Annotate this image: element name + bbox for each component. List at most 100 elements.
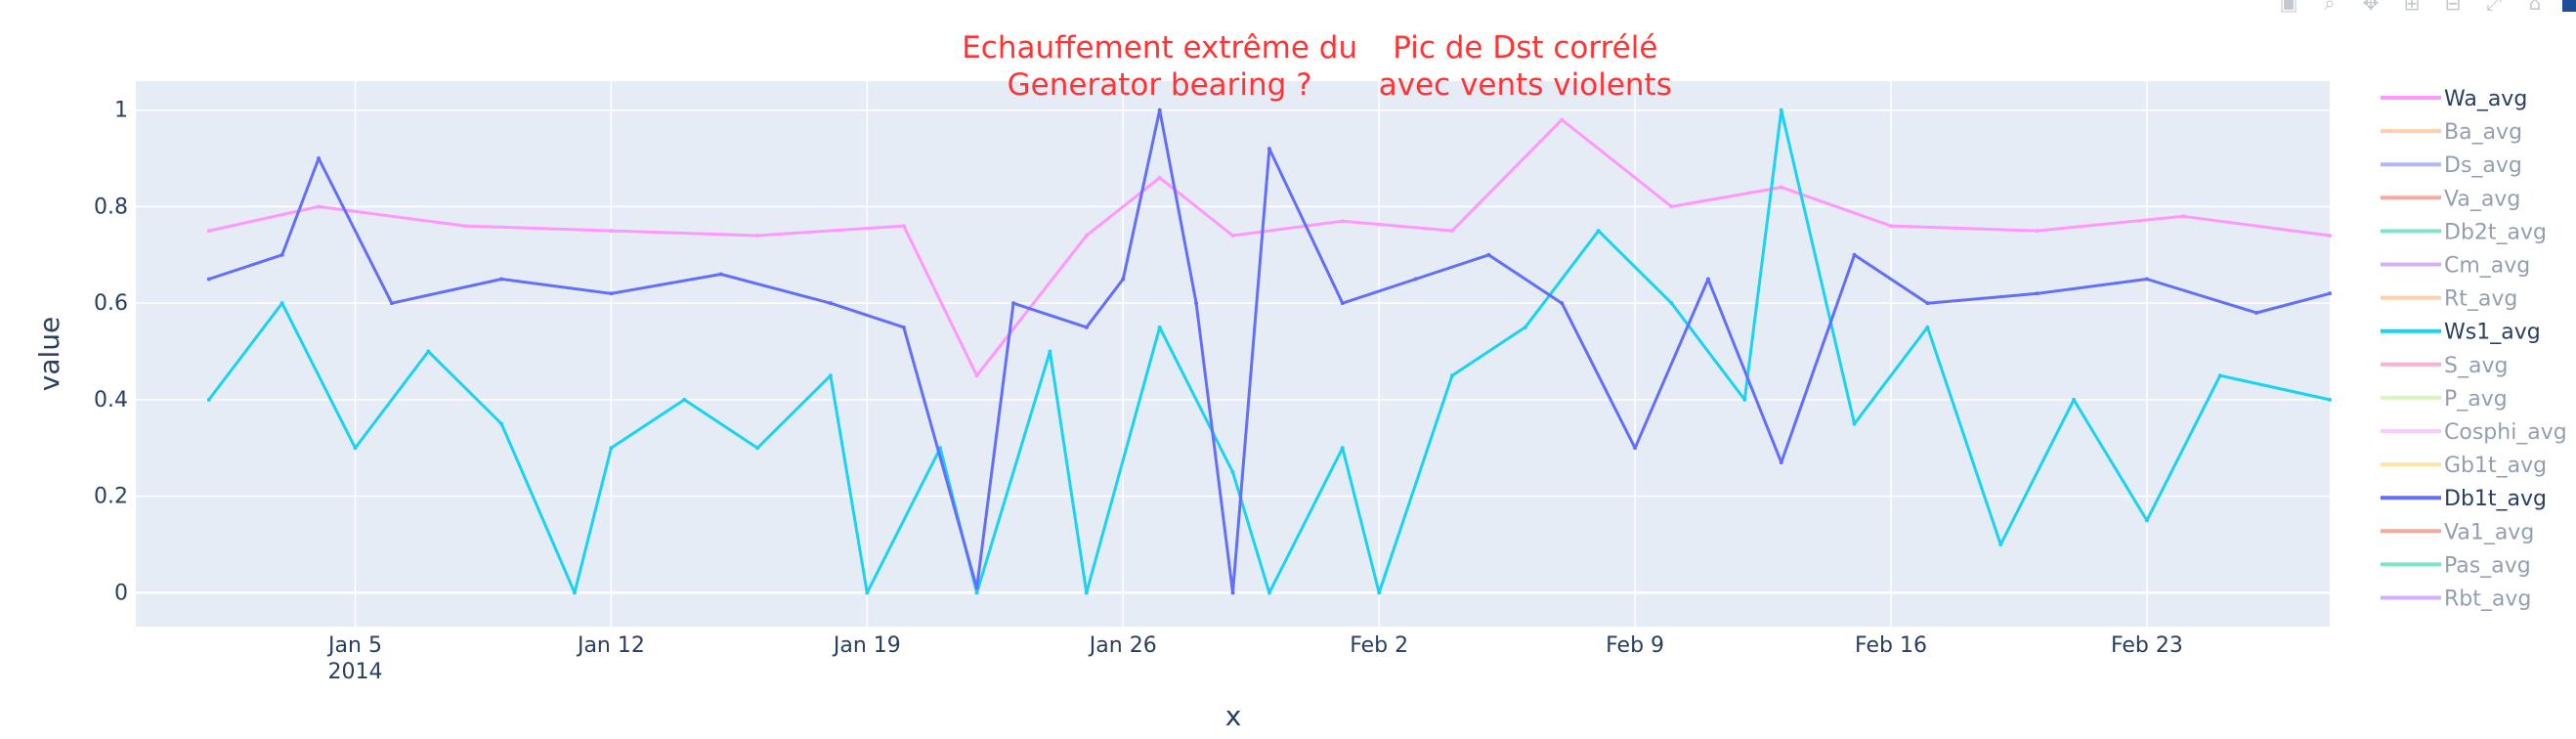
data-point (1560, 301, 1565, 306)
x-tick-label: Jan 19 (832, 633, 901, 658)
data-point (1340, 219, 1345, 224)
zoom-in-icon[interactable]: ⊞ (2403, 0, 2421, 15)
data-point (206, 397, 211, 402)
annotation: Echauffement extrême du Generator bearing… (962, 30, 1357, 103)
data-point (1925, 325, 1930, 329)
legend-item-cm-avg[interactable]: Cm_avg (2381, 254, 2530, 279)
data-point (279, 301, 284, 306)
data-point (1998, 543, 2003, 547)
legend-label: Cm_avg (2444, 254, 2530, 279)
x-tick-label: Feb 16 (1855, 633, 1927, 658)
modebar: ▣ ⌕ ✥ ⊞ ⊟ ⤢ ⌂ (2275, 0, 2576, 15)
legend-label: Ba_avg (2444, 120, 2522, 145)
data-point (1523, 325, 1527, 329)
data-point (1340, 446, 1345, 451)
legend-item-ds-avg[interactable]: Ds_avg (2381, 153, 2522, 178)
zoom-icon[interactable]: ⌕ (2324, 0, 2336, 15)
legend-item-ws1-avg[interactable]: Ws1_avg (2381, 321, 2541, 345)
data-point (1705, 277, 1710, 282)
legend-item-pas-avg[interactable]: Pas_avg (2381, 553, 2531, 578)
camera-icon[interactable]: ▣ (2279, 0, 2298, 15)
data-point (2328, 234, 2332, 239)
data-point (499, 277, 504, 282)
plotly-logo-icon[interactable] (2562, 0, 2576, 12)
data-point (2217, 373, 2222, 378)
reset-icon[interactable]: ⌂ (2528, 0, 2542, 15)
legend-item-va-avg[interactable]: Va_avg (2381, 187, 2520, 211)
data-point (1157, 108, 1162, 112)
data-point (901, 325, 906, 329)
data-point (1925, 301, 1930, 306)
data-point (1084, 590, 1089, 595)
data-point (206, 229, 211, 234)
data-point (828, 373, 833, 378)
legend-item-p-avg[interactable]: P_avg (2381, 387, 2508, 412)
data-point (1230, 590, 1235, 595)
data-point (1669, 204, 1674, 209)
autoscale-icon[interactable]: ⤢ (2486, 0, 2502, 15)
legend-item-rbt-avg[interactable]: Rbt_avg (2381, 587, 2531, 612)
legend-item-s-avg[interactable]: S_avg (2381, 354, 2508, 378)
data-point (206, 277, 211, 282)
x-axis-title: x (1225, 700, 1242, 732)
data-point (682, 397, 687, 402)
data-point (1450, 373, 1454, 378)
data-point (1048, 349, 1052, 354)
x-tick-label: Jan 12 (576, 633, 645, 658)
data-point (1633, 446, 1638, 451)
data-point (974, 586, 979, 590)
data-point (279, 252, 284, 257)
legend-label: Wa_avg (2444, 87, 2527, 111)
data-point (1742, 397, 1747, 402)
pan-icon[interactable]: ✥ (2362, 0, 2380, 15)
data-point (1267, 590, 1271, 595)
data-point (1084, 325, 1089, 329)
data-point (755, 446, 760, 451)
data-point (462, 224, 467, 229)
data-point (974, 590, 979, 595)
data-point (499, 421, 504, 426)
legend-item-ba-avg[interactable]: Ba_avg (2381, 120, 2522, 145)
series-line-db1t-avg (208, 109, 2331, 594)
data-point (317, 156, 322, 161)
y-tick-label: 0.8 (94, 195, 128, 219)
x-tick-label: Feb 9 (1606, 633, 1664, 658)
data-point (609, 446, 614, 451)
data-point (1267, 147, 1271, 152)
data-point (2254, 311, 2259, 316)
legend-item-gb1t-avg[interactable]: Gb1t_avg (2381, 454, 2547, 478)
x-tick-label: Feb 23 (2111, 633, 2183, 658)
y-axis-title: value (33, 317, 65, 391)
annotation: Pic de Dst corrélé avec vents violents (1379, 30, 1672, 103)
data-point (2035, 229, 2039, 234)
data-point (2328, 397, 2332, 402)
legend-item-cosphi-avg[interactable]: Cosphi_avg (2381, 420, 2567, 445)
data-point (2144, 277, 2149, 282)
zoom-out-icon[interactable]: ⊟ (2444, 0, 2462, 15)
legend-label: Pas_avg (2444, 553, 2531, 578)
legend-label: Gb1t_avg (2444, 454, 2547, 478)
data-point (317, 204, 322, 209)
data-point (2035, 291, 2039, 296)
legend-item-va1-avg[interactable]: Va1_avg (2381, 520, 2534, 544)
legend-label: Va1_avg (2444, 520, 2534, 544)
data-point (389, 301, 394, 306)
data-point (1560, 117, 1565, 122)
legend-label: S_avg (2444, 354, 2508, 378)
legend-item-rt-avg[interactable]: Rt_avg (2381, 287, 2517, 312)
legend-item-db1t-avg[interactable]: Db1t_avg (2381, 487, 2547, 511)
data-point (1121, 277, 1126, 282)
legend-item-wa-avg[interactable]: Wa_avg (2381, 87, 2527, 111)
data-point (2144, 518, 2149, 523)
legend-item-db2t-avg[interactable]: Db2t_avg (2381, 220, 2547, 244)
data-point (1194, 301, 1199, 306)
y-tick-label: 0.2 (94, 485, 128, 509)
data-point (1011, 301, 1015, 306)
x-tick-label: Jan 26 (1088, 633, 1157, 658)
data-point (974, 373, 979, 378)
y-tick-label: 0.6 (94, 291, 128, 316)
data-point (1779, 185, 1783, 190)
annotations: Echauffement extrême du Generator bearing… (962, 30, 1672, 103)
